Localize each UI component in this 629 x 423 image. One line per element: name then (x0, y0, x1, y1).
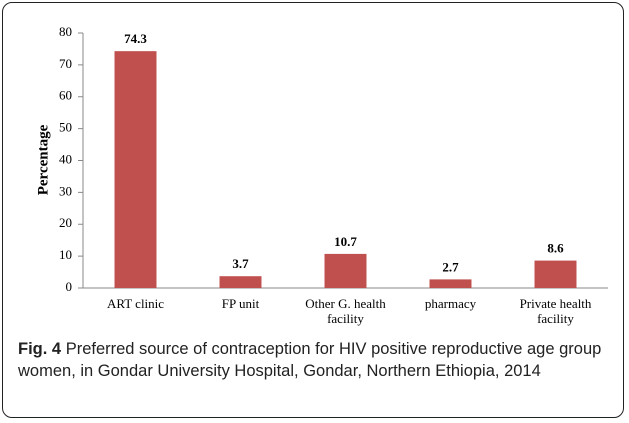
data-label: 8.6 (547, 241, 564, 256)
data-label: 74.3 (124, 31, 147, 46)
y-tick-label: 50 (59, 120, 72, 135)
figure-frame (2, 2, 624, 418)
y-tick-label: 0 (66, 279, 73, 294)
y-tick-label: 30 (59, 183, 72, 198)
bar (114, 51, 157, 289)
y-tick-label: 60 (59, 88, 72, 103)
bar (534, 260, 577, 288)
x-tick-label: Other G. health facility (305, 296, 386, 326)
bar (219, 276, 262, 288)
x-tick-label: ART clinic (106, 296, 165, 311)
bar (324, 253, 367, 288)
y-tick-label: 20 (59, 215, 72, 230)
data-label: 10.7 (334, 234, 357, 249)
y-tick-label: 40 (59, 151, 72, 166)
data-label: 3.7 (232, 256, 249, 271)
y-tick-label: 10 (59, 247, 72, 262)
figure-caption: Fig. 4 Preferred source of contraception… (18, 338, 614, 382)
x-tick-label: pharmacy (424, 296, 477, 311)
x-tick-label: FP unit (221, 296, 260, 311)
y-axis-label: Percentage (35, 124, 51, 195)
caption-text: Preferred source of contraception for HI… (18, 340, 602, 380)
bar (429, 279, 472, 288)
y-tick-label: 70 (59, 56, 72, 71)
y-tick-label: 80 (59, 24, 72, 39)
caption-label: Fig. 4 (18, 340, 62, 358)
x-tick-label: Private health facility (519, 296, 592, 326)
data-label: 2.7 (442, 259, 459, 274)
